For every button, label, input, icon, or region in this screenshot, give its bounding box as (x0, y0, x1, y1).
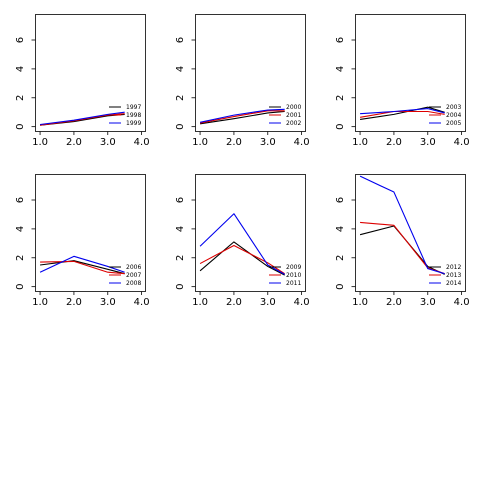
y-tick-label: 6 (175, 37, 186, 43)
plot-frame (35, 174, 146, 292)
series-line-2013 (360, 221, 445, 275)
x-tick-label: 3.0 (100, 297, 116, 308)
legend-label: 2005 (446, 120, 461, 127)
legend-label: 2007 (126, 272, 141, 279)
x-tick-label: 2.0 (66, 297, 82, 308)
series-line-2005 (360, 108, 445, 115)
y-tick-label: 4 (175, 66, 186, 72)
y-tick-label: 0 (15, 123, 26, 129)
x-tick-label: 4.0 (134, 297, 150, 308)
x-tick-label: 3.0 (420, 297, 436, 308)
x-tick-label: 4.0 (454, 297, 470, 308)
legend-label: 2013 (446, 272, 461, 279)
x-tick-label: 4.0 (134, 137, 150, 148)
y-tick-label: 2 (175, 255, 186, 261)
plot-frame (195, 174, 306, 292)
series-line-2009 (199, 241, 285, 276)
legend-label: 1997 (126, 104, 141, 111)
legend-label: 2010 (286, 272, 301, 279)
legend-label: 1999 (126, 120, 141, 127)
series-line-2010 (199, 244, 285, 275)
series-line-2008 (39, 255, 125, 273)
x-tick-label: 4.0 (294, 137, 310, 148)
legend-label: 1998 (126, 112, 141, 119)
legend-label: 2000 (286, 104, 301, 111)
y-tick-label: 0 (335, 283, 346, 289)
legend-label: 2004 (446, 112, 461, 119)
x-tick-label: 1.0 (32, 137, 48, 148)
x-tick-label: 3.0 (260, 137, 276, 148)
legend-label: 2006 (126, 264, 141, 271)
x-tick-label: 2.0 (226, 297, 242, 308)
legend-label: 2008 (126, 280, 141, 287)
x-tick-label: 3.0 (100, 137, 116, 148)
y-tick-label: 6 (15, 37, 26, 43)
x-tick-label: 3.0 (260, 297, 276, 308)
y-tick-label: 2 (15, 95, 26, 101)
legend-label: 2011 (286, 280, 301, 287)
series-line-2004 (359, 110, 445, 118)
x-tick-label: 2.0 (226, 137, 242, 148)
series-line-2007 (40, 260, 125, 275)
y-tick-label: 4 (175, 226, 186, 232)
legend-label: 2002 (286, 120, 301, 127)
y-tick-label: 0 (335, 123, 346, 129)
x-tick-label: 1.0 (192, 297, 208, 308)
y-tick-label: 4 (335, 226, 346, 232)
plot-frame (35, 14, 146, 132)
series-line-2001 (199, 110, 285, 124)
legend-label: 2001 (286, 112, 301, 119)
y-tick-label: 4 (15, 226, 26, 232)
series-line-2003 (359, 106, 445, 120)
series-line-1999 (40, 111, 125, 126)
legend-label: 2012 (446, 264, 461, 271)
legend-label: 2014 (446, 280, 461, 287)
series-line-2014 (359, 175, 445, 275)
series-line-2011 (199, 213, 285, 275)
x-tick-label: 1.0 (32, 297, 48, 308)
plot-frame (355, 14, 466, 132)
y-tick-label: 0 (175, 123, 186, 129)
y-tick-label: 6 (335, 197, 346, 203)
plot-frame (195, 14, 306, 132)
x-tick-label: 3.0 (420, 137, 436, 148)
x-tick-label: 2.0 (386, 297, 402, 308)
y-tick-label: 4 (15, 66, 26, 72)
x-tick-label: 2.0 (386, 137, 402, 148)
y-tick-label: 2 (335, 255, 346, 261)
y-tick-label: 0 (15, 283, 26, 289)
series-line-2002 (199, 108, 285, 123)
x-tick-label: 4.0 (454, 137, 470, 148)
series-line-2000 (199, 110, 285, 125)
x-tick-label: 1.0 (352, 297, 368, 308)
y-tick-label: 0 (175, 283, 186, 289)
x-tick-label: 1.0 (352, 137, 368, 148)
series-line-1998 (40, 113, 125, 126)
y-tick-label: 6 (175, 197, 186, 203)
series-line-2006 (40, 260, 125, 275)
plot-frame (355, 174, 466, 292)
y-tick-label: 4 (335, 66, 346, 72)
x-tick-label: 1.0 (192, 137, 208, 148)
y-tick-label: 2 (15, 255, 26, 261)
legend-label: 2009 (286, 264, 301, 271)
y-tick-label: 6 (335, 37, 346, 43)
y-tick-label: 2 (335, 95, 346, 101)
legend-label: 2003 (446, 104, 461, 111)
y-tick-label: 2 (175, 95, 186, 101)
x-tick-label: 2.0 (66, 137, 82, 148)
x-tick-label: 4.0 (294, 297, 310, 308)
y-tick-label: 6 (15, 197, 26, 203)
